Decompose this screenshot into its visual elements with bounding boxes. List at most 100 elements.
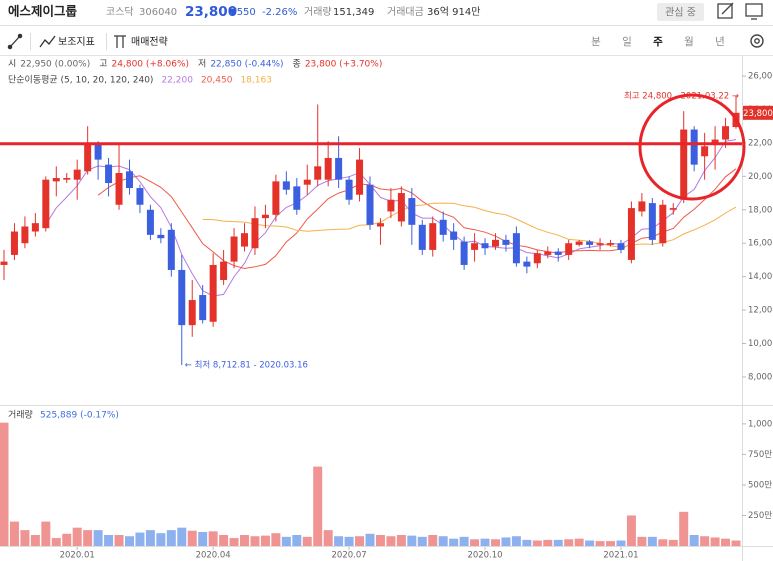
candle-body xyxy=(491,239,499,247)
candle-body xyxy=(84,144,92,172)
candle-body xyxy=(512,233,520,264)
volume-bar xyxy=(177,527,187,546)
candle-body xyxy=(261,214,269,219)
screen-icon[interactable] xyxy=(745,3,763,20)
indicator-icon[interactable] xyxy=(39,35,56,48)
period-tab[interactable]: 월 xyxy=(684,36,694,48)
candle-body xyxy=(335,157,343,180)
draw-tool-dot[interactable] xyxy=(7,44,13,50)
watch-button-bg[interactable] xyxy=(657,3,704,21)
candle-body xyxy=(146,209,154,235)
plot: 시 22,950 (0.00%) 고 24,800 (+8.06%) 저 22,850 (… xyxy=(0,59,773,561)
candle-body xyxy=(648,203,656,240)
volume-bar xyxy=(187,530,197,546)
volume-bar xyxy=(710,537,720,546)
ohlc-label: 종 xyxy=(293,59,301,70)
y-tick-label: 14,000 xyxy=(748,272,773,282)
volume-bar xyxy=(501,537,511,546)
volume-bar xyxy=(668,539,678,546)
volume-bar xyxy=(135,532,145,546)
period-tab[interactable]: 분 xyxy=(591,36,601,48)
candle-body xyxy=(366,184,374,225)
draw-tool-dot[interactable] xyxy=(17,33,23,39)
volume-bar xyxy=(595,541,605,546)
candle-body xyxy=(178,269,186,326)
y-tick-label: 20,000 xyxy=(748,172,773,182)
volume-bar xyxy=(396,535,406,546)
moving-average-line xyxy=(97,168,737,270)
period-tab[interactable]: 주 xyxy=(653,36,663,48)
y-tick-label: 500만 xyxy=(748,480,772,490)
candle-body xyxy=(199,295,207,321)
candle-body xyxy=(659,204,667,244)
candle-body xyxy=(387,199,395,212)
candle-body xyxy=(711,139,719,143)
y-tick-label: 1,000만 xyxy=(748,419,773,429)
candle-body xyxy=(136,188,144,205)
screen-icon-box[interactable] xyxy=(745,3,763,17)
candle-body xyxy=(21,226,29,244)
volume-bar xyxy=(344,536,354,546)
watch-label[interactable]: 관심 중 xyxy=(665,7,696,19)
indicators-button[interactable]: 보조지표 xyxy=(58,36,95,48)
y-tick-label: 10,000 xyxy=(748,339,773,349)
strategy-icon[interactable] xyxy=(114,35,126,48)
candle-body xyxy=(523,261,531,267)
volume-bar xyxy=(375,535,385,546)
period-tab[interactable]: 년 xyxy=(715,36,725,48)
candle-body xyxy=(460,241,468,265)
volume-bar xyxy=(72,527,82,546)
candle-body xyxy=(42,179,50,229)
candle-body xyxy=(701,146,709,157)
volume-bar xyxy=(334,536,344,546)
volume-bar xyxy=(355,536,365,546)
y-tick-label: 12,000 xyxy=(748,306,773,316)
draw-tool[interactable] xyxy=(7,33,23,50)
x-tick-label: 2021.01 xyxy=(603,551,638,561)
period-tab[interactable]: 일 xyxy=(622,35,632,48)
candle-body xyxy=(565,243,573,255)
volume-bar xyxy=(166,530,176,546)
y-tick-label: 16,000 xyxy=(748,239,773,249)
volume-bar xyxy=(553,539,563,546)
candle-body xyxy=(722,126,730,140)
volume-bar xyxy=(208,531,218,546)
strategy-button[interactable]: 매매전략 xyxy=(131,36,168,48)
candle-body xyxy=(105,164,113,184)
volume-bar xyxy=(574,538,584,546)
volume-bar xyxy=(219,535,229,546)
edit-icon-box[interactable] xyxy=(717,3,733,19)
settings-icon-hub[interactable] xyxy=(754,38,760,44)
volume-bar xyxy=(543,539,553,546)
volume-bar xyxy=(428,535,438,546)
y-tick-label: 22,000 xyxy=(748,138,773,148)
volume-bar xyxy=(198,531,208,546)
volume-bar xyxy=(156,533,166,546)
x-tick-label: 2020.01 xyxy=(60,551,95,561)
volume-bar xyxy=(490,539,500,546)
candle-body xyxy=(533,253,541,264)
watch-button[interactable]: 관심 중 xyxy=(657,3,704,21)
volume-bar xyxy=(313,466,323,546)
volume-bar xyxy=(438,536,448,546)
candle-body xyxy=(596,243,604,245)
volume-bar xyxy=(41,521,51,546)
edit-icon-pen[interactable] xyxy=(721,2,734,15)
volume-bar xyxy=(731,540,741,546)
market: 코스닥 xyxy=(106,6,134,18)
volume-bar xyxy=(626,515,636,546)
volume-bar xyxy=(250,536,260,546)
volume-bar xyxy=(449,538,459,546)
ohlc-value: 23,800 (+3.70%) xyxy=(305,60,383,70)
settings-icon-ring[interactable] xyxy=(750,34,764,48)
settings-icon[interactable] xyxy=(750,34,764,48)
volume-bar xyxy=(365,533,375,546)
candle-body xyxy=(439,219,447,235)
change-pct: -2.26% xyxy=(262,7,297,18)
volume-bar xyxy=(689,535,699,546)
low-note: ← 최저 8,712.81 - 2020.03.16 xyxy=(185,360,308,371)
draw-tool-line[interactable] xyxy=(9,35,21,48)
edit-icon[interactable] xyxy=(717,2,734,19)
